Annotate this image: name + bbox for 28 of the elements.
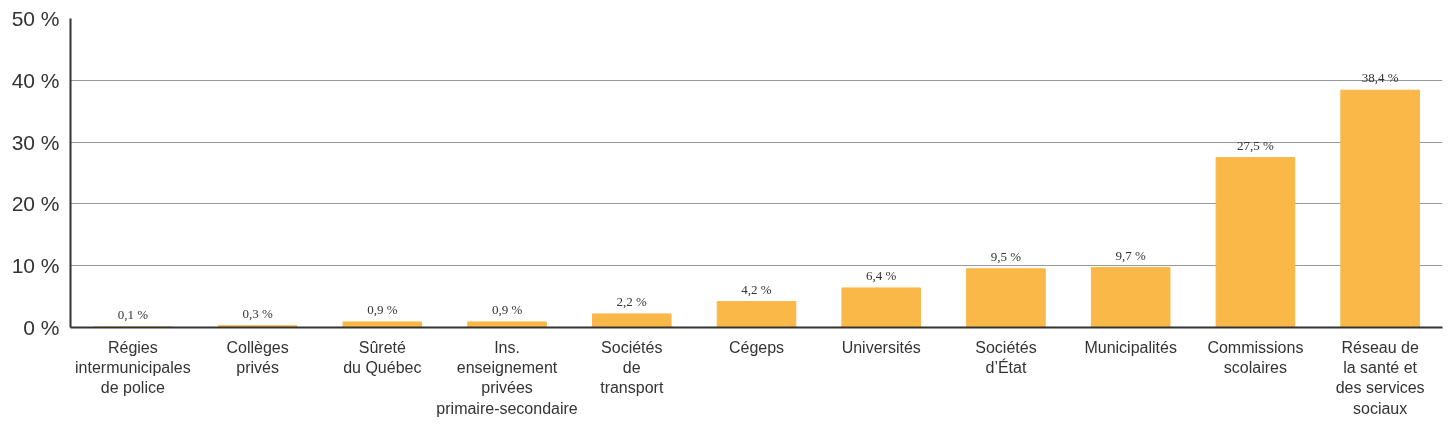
data-label: 0,9 % xyxy=(491,301,523,317)
data-label: 9,7 % xyxy=(1115,247,1147,263)
x-tick-label: Commissions scolaires xyxy=(1207,338,1304,376)
data-label: 38,4 % xyxy=(1361,70,1399,86)
data-label: 0,3 % xyxy=(242,305,273,321)
x-tick-label: Réseau de la santé et des services sociaux xyxy=(1335,338,1425,417)
x-tick-label: Sociétés d’État xyxy=(975,338,1037,376)
x-tick-label: Sociétés de transport xyxy=(600,338,664,397)
x-tick-label: Municipalités xyxy=(1084,338,1177,356)
y-tick-label: 40 % xyxy=(11,68,60,92)
x-tick-label: Ins. enseignement privées primaire-secondaire xyxy=(436,338,578,417)
y-tick-label: 20 % xyxy=(11,192,60,216)
y-tick-label: 30 % xyxy=(11,130,60,154)
data-label: 9,5 % xyxy=(990,248,1022,264)
x-tick-label: Cégeps xyxy=(728,338,785,356)
x-tick-label: Universités xyxy=(841,338,921,356)
data-label: 4,2 % xyxy=(741,281,772,297)
y-tick-label: 50 % xyxy=(11,7,60,30)
data-label: 6,4 % xyxy=(866,267,897,283)
x-tick-label: Collèges privés xyxy=(226,338,289,376)
data-label: 2,2 % xyxy=(616,293,648,309)
data-label: 0,9 % xyxy=(367,301,398,317)
y-tick-label: 0 % xyxy=(23,316,60,339)
data-label: 27,5 % xyxy=(1236,137,1274,153)
x-tick-label: Régies intermunicipales de police xyxy=(75,338,191,397)
data-label: 0,1 % xyxy=(117,306,149,322)
x-tick-label: Sûreté du Québec xyxy=(343,338,422,376)
y-tick-label: 10 % xyxy=(11,254,60,278)
